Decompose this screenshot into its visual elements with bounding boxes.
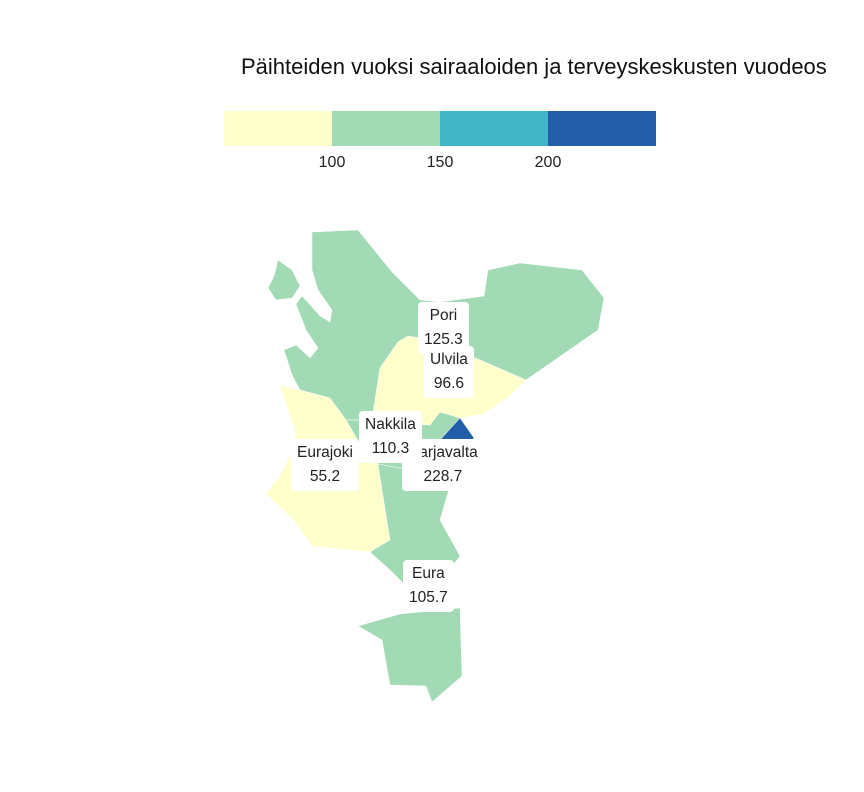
region-pori-island[interactable] bbox=[267, 259, 301, 301]
region-label-nakkila: Nakkila 110.3 bbox=[359, 411, 422, 463]
legend-swatch-3 bbox=[440, 111, 548, 146]
region-name: Pori bbox=[429, 307, 458, 324]
region-label-ulvila: Ulvila 96.6 bbox=[424, 346, 474, 398]
region-name: Eurajoki bbox=[297, 444, 353, 461]
legend-tick-150: 150 bbox=[426, 154, 454, 171]
region-value: 105.7 bbox=[409, 589, 448, 606]
region-label-pori: Pori 125.3 bbox=[418, 302, 469, 354]
map-title: Päihteiden vuoksi sairaaloiden ja tervey… bbox=[241, 54, 827, 79]
region-label-eurajoki: Eurajoki 55.2 bbox=[291, 439, 359, 491]
legend-tick-200: 200 bbox=[534, 154, 562, 171]
region-name: Ulvila bbox=[430, 351, 468, 368]
region-value: 125.3 bbox=[424, 331, 463, 348]
region-name: Eura bbox=[412, 565, 445, 582]
region-name: Nakkila bbox=[365, 416, 416, 433]
region-eura-south[interactable] bbox=[357, 607, 463, 703]
region-label-eura: Eura 105.7 bbox=[403, 560, 454, 612]
legend-swatch-2 bbox=[332, 111, 440, 146]
legend-swatch-4 bbox=[548, 111, 656, 146]
region-value: 55.2 bbox=[309, 468, 341, 485]
region-value: 228.7 bbox=[423, 468, 463, 485]
region-name: Harjavalta bbox=[408, 444, 478, 461]
legend-tick-100: 100 bbox=[318, 154, 346, 171]
region-value: 110.3 bbox=[371, 440, 410, 457]
legend-swatch-1 bbox=[224, 111, 332, 146]
region-value: 96.6 bbox=[433, 375, 465, 392]
